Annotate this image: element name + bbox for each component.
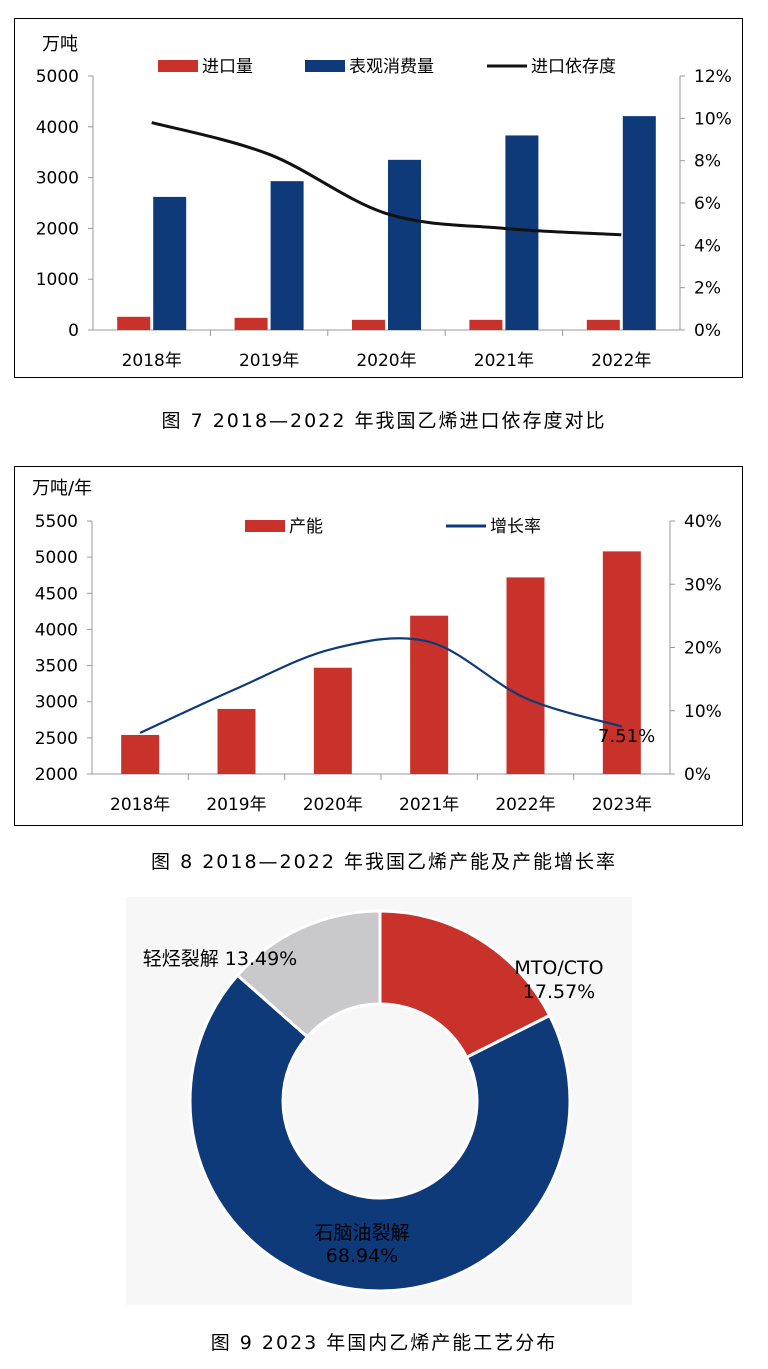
slice-pct-naphtha: 68.94% — [326, 1245, 398, 1267]
bar-进口量 — [234, 317, 268, 330]
line-增长率 — [139, 637, 623, 734]
y-tick-label: 5500 — [35, 512, 78, 532]
y-tick-label: 5000 — [35, 548, 78, 568]
legend-swatch-进口量 — [158, 60, 198, 72]
y2-tick-label: 2% — [694, 279, 721, 299]
y-tick-label: 2000 — [35, 765, 78, 785]
y2-tick-label: 12% — [694, 67, 732, 87]
slice-label-light-hydrocarbon: 轻烃裂解 13.49% — [143, 948, 298, 970]
donut-slice-石脑油裂解 — [188, 973, 572, 1293]
bar-进口量 — [586, 319, 620, 330]
y2-tick-label: 20% — [684, 639, 722, 659]
y-tick-label: 3000 — [35, 693, 78, 713]
bar-产能 — [602, 551, 641, 774]
x-tick-label: 2023年 — [592, 795, 652, 815]
y2-tick-label: 40% — [684, 512, 722, 532]
bar-表观消费量 — [270, 181, 304, 330]
y-tick-label: 4000 — [36, 118, 79, 138]
y-axis-label: 万吨 — [42, 34, 78, 55]
bar-表观消费量 — [388, 159, 421, 330]
x-tick-label: 2019年 — [206, 795, 266, 815]
y-tick-label: 4500 — [35, 584, 78, 604]
y2-tick-label: 30% — [684, 575, 722, 595]
bar-产能 — [506, 577, 545, 774]
y-tick-label: 0 — [68, 321, 79, 341]
y2-tick-label: 6% — [694, 194, 721, 214]
y-tick-label: 5000 — [36, 67, 79, 87]
donut-slice-轻烃裂解 — [235, 909, 382, 1039]
bar-表观消费量 — [622, 116, 656, 330]
y2-tick-label: 10% — [684, 702, 722, 722]
bar-产能 — [313, 667, 352, 774]
legend-label: 产能 — [289, 517, 323, 537]
y2-tick-label: 0% — [694, 321, 721, 341]
y-tick-label: 2000 — [36, 219, 79, 239]
y-tick-label: 2500 — [35, 729, 78, 749]
x-tick-label: 2019年 — [239, 351, 299, 371]
y-axis-label: 万吨/年 — [32, 478, 92, 499]
bar-表观消费量 — [505, 135, 539, 330]
slice-label-mto: MTO/CTO — [514, 957, 603, 979]
legend-label: 进口依存度 — [531, 57, 616, 77]
x-tick-label: 2018年 — [110, 795, 170, 815]
y-tick-label: 3500 — [35, 657, 78, 677]
x-tick-label: 2022年 — [495, 795, 555, 815]
fig7-caption: 图 7 2018—2022 年我国乙烯进口依存度对比 — [161, 410, 607, 432]
growth-annotation: 7.51% — [598, 726, 655, 747]
legend-label: 进口量 — [202, 57, 253, 77]
donut-slice-MTO/CTO — [378, 909, 552, 1060]
legend-swatch-表观消费量 — [305, 60, 345, 72]
legend-label: 增长率 — [490, 517, 541, 537]
x-tick-label: 2018年 — [122, 351, 182, 371]
bar-表观消费量 — [153, 196, 187, 330]
slice-label-naphtha: 石脑油裂解 — [314, 1222, 409, 1244]
fig8-caption: 图 8 2018—2022 年我国乙烯产能及产能增长率 — [151, 851, 617, 873]
y2-tick-label: 8% — [694, 152, 721, 172]
x-tick-label: 2021年 — [399, 795, 459, 815]
x-tick-label: 2020年 — [356, 351, 416, 371]
fig8-chart: 2000 2500 3000 3500 4000 4500 5000 5500 0% 10% 20%… — [32, 478, 722, 815]
bar-进口量 — [352, 319, 385, 330]
x-tick-label: 2022年 — [591, 351, 651, 371]
x-tick-label: 2020年 — [303, 795, 363, 815]
legend-label: 表观消费量 — [349, 57, 434, 77]
y-tick-label: 3000 — [36, 169, 79, 189]
bar-进口量 — [469, 319, 503, 330]
y-tick-label: 1000 — [36, 270, 79, 290]
bar-产能 — [217, 708, 256, 774]
line-进口依存度 — [151, 121, 622, 237]
fig9-caption: 图 9 2023 年国内乙烯产能工艺分布 — [210, 1332, 558, 1354]
bar-产能 — [121, 734, 160, 774]
y-tick-label: 4000 — [35, 620, 78, 640]
y2-tick-label: 10% — [694, 109, 732, 129]
fig7-chart: 0 1000 2000 3000 4000 5000 0% 2% 4% 6% 8% 10% 12% 201… — [36, 34, 732, 371]
x-tick-label: 2021年 — [474, 351, 534, 371]
y2-tick-label: 0% — [684, 765, 711, 785]
slice-pct-mto: 17.57% — [523, 981, 595, 1003]
bar-进口量 — [117, 316, 151, 330]
legend-swatch-产能 — [245, 520, 285, 532]
y2-tick-label: 4% — [694, 236, 721, 256]
